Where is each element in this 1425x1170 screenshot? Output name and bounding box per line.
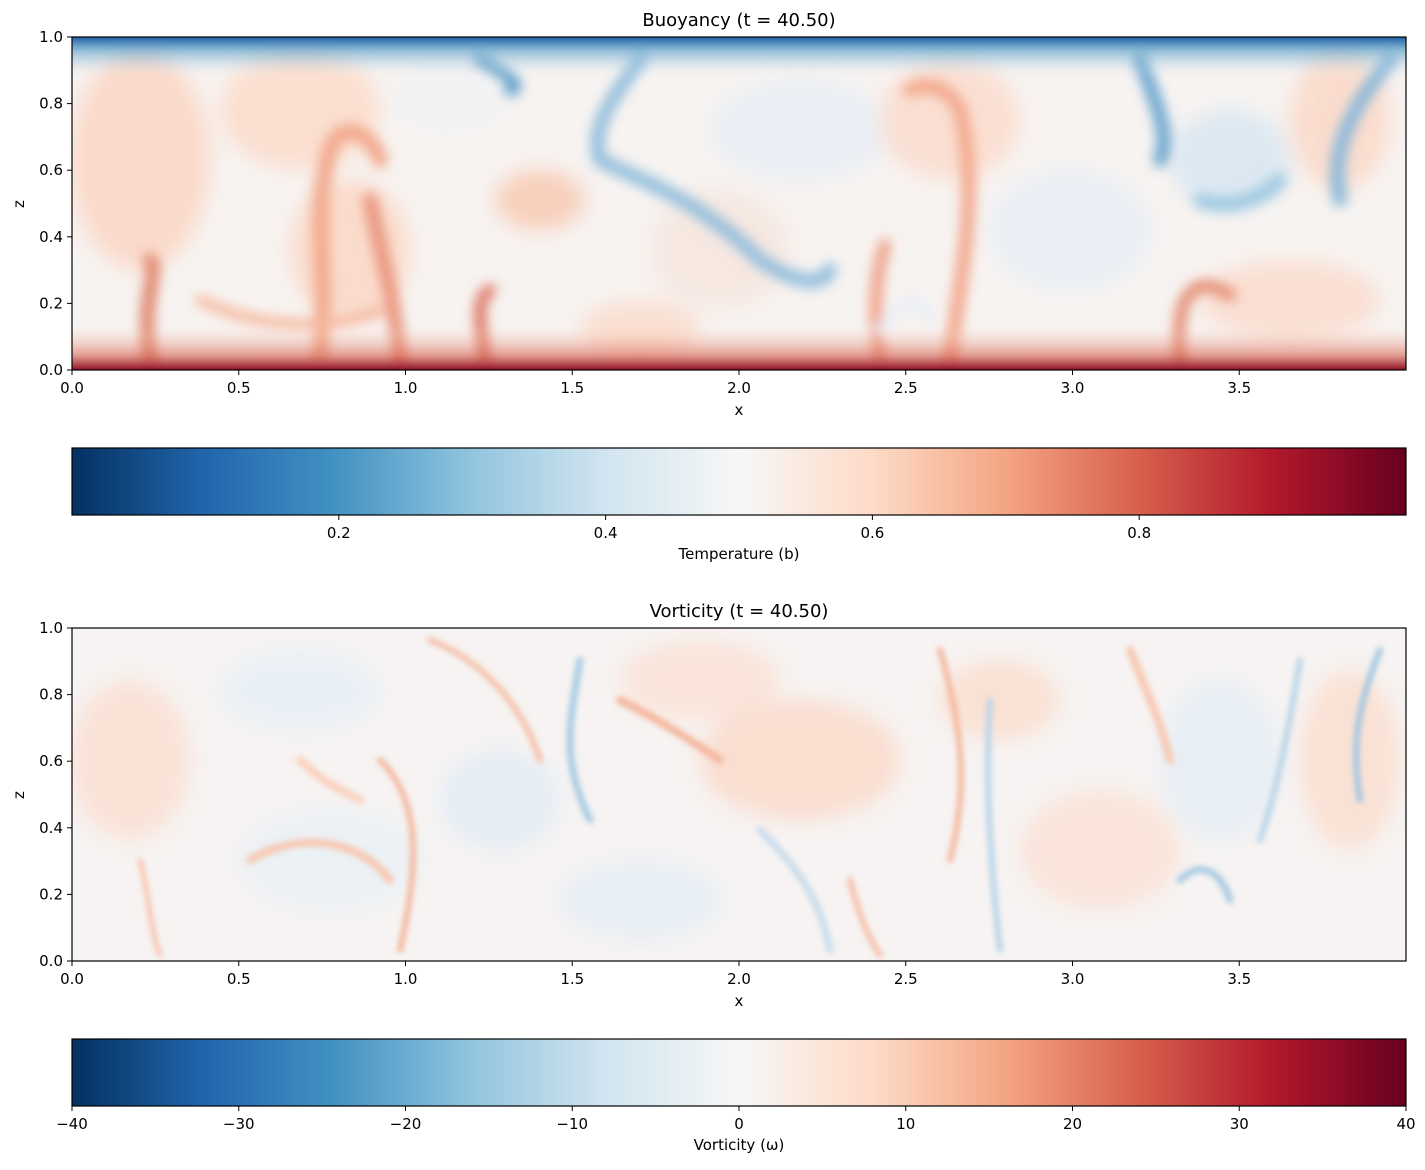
y-tick-label: 1.0 [39,28,63,46]
vorticity-x-axis: 0.0 0.5 1.0 1.5 2.0 2.5 3.0 3.5 [60,961,1251,988]
x-tick-label: 1.5 [560,379,584,397]
colorbar-tick-label: 10 [896,1115,915,1133]
colorbar-tick-label: −30 [223,1115,255,1133]
vorticity-colorbar: −40 −30 −20 −10 0 10 20 30 40 Vorticity (ω) [56,1038,1416,1154]
vorticity-xlabel: x [735,992,744,1010]
y-tick-label: 0.8 [39,686,63,704]
x-tick-label: 2.0 [727,970,751,988]
vorticity-colorbar-label: Vorticity (ω) [694,1136,785,1154]
temperature-colorbar-ticks: 0.2 0.4 0.6 0.8 [327,515,1151,542]
colorbar-tick-label: 0.6 [860,524,884,542]
x-tick-label: 2.0 [727,379,751,397]
buoyancy-ylabel: z [10,200,28,208]
buoyancy-field [72,37,1406,370]
colorbar-tick-label: 40 [1396,1115,1415,1133]
x-tick-label: 3.5 [1227,379,1251,397]
x-tick-label: 3.5 [1227,970,1251,988]
y-tick-label: 0.0 [39,952,63,970]
buoyancy-panel: Buoyancy (t = 40.50) [10,10,1407,563]
y-tick-label: 0.8 [39,95,63,113]
x-tick-label: 1.5 [560,970,584,988]
colorbar-tick-label: −40 [56,1115,88,1133]
y-tick-label: 0.0 [39,361,63,379]
vorticity-ylabel: z [10,791,28,799]
colorbar-tick-label: 0.4 [594,524,618,542]
vorticity-colorbar-ticks: −40 −30 −20 −10 0 10 20 30 40 [56,1106,1416,1133]
y-tick-label: 1.0 [39,619,63,637]
temperature-colorbar-label: Temperature (b) [677,545,799,563]
buoyancy-xlabel: x [735,401,744,419]
y-tick-label: 0.6 [39,752,63,770]
x-tick-label: 2.5 [894,379,918,397]
buoyancy-y-axis: 0.0 0.2 0.4 0.6 0.8 1.0 [39,28,72,379]
y-tick-label: 0.2 [39,294,63,312]
buoyancy-title: Buoyancy (t = 40.50) [642,10,835,31]
x-tick-label: 2.5 [894,970,918,988]
y-tick-label: 0.4 [39,819,63,837]
colorbar-tick-label: −10 [556,1115,588,1133]
x-tick-label: 1.0 [394,379,418,397]
colorbar-tick-label: 0.8 [1127,524,1151,542]
vorticity-y-axis: 0.0 0.2 0.4 0.6 0.8 1.0 [39,619,72,970]
colorbar-tick-label: 0 [734,1115,744,1133]
buoyancy-x-axis: 0.0 0.5 1.0 1.5 2.0 2.5 3.0 3.5 [60,370,1251,397]
y-tick-label: 0.2 [39,885,63,903]
colorbar-tick-label: 30 [1230,1115,1249,1133]
vorticity-title: Vorticity (t = 40.50) [650,601,829,622]
vorticity-panel: Vorticity (t = 40.50) [10,601,1416,1154]
x-tick-label: 3.0 [1061,970,1085,988]
y-tick-label: 0.4 [39,228,63,246]
colorbar-tick-label: −20 [390,1115,422,1133]
x-tick-label: 0.0 [60,379,84,397]
vorticity-field [72,628,1406,961]
x-tick-label: 1.0 [394,970,418,988]
colorbar-tick-label: 0.2 [327,524,351,542]
temperature-colorbar: 0.2 0.4 0.6 0.8 Temperature (b) [71,447,1407,563]
colorbar-tick-label: 20 [1063,1115,1082,1133]
x-tick-label: 0.0 [60,970,84,988]
x-tick-label: 3.0 [1061,379,1085,397]
y-tick-label: 0.6 [39,161,63,179]
x-tick-label: 0.5 [227,379,251,397]
x-tick-label: 0.5 [227,970,251,988]
